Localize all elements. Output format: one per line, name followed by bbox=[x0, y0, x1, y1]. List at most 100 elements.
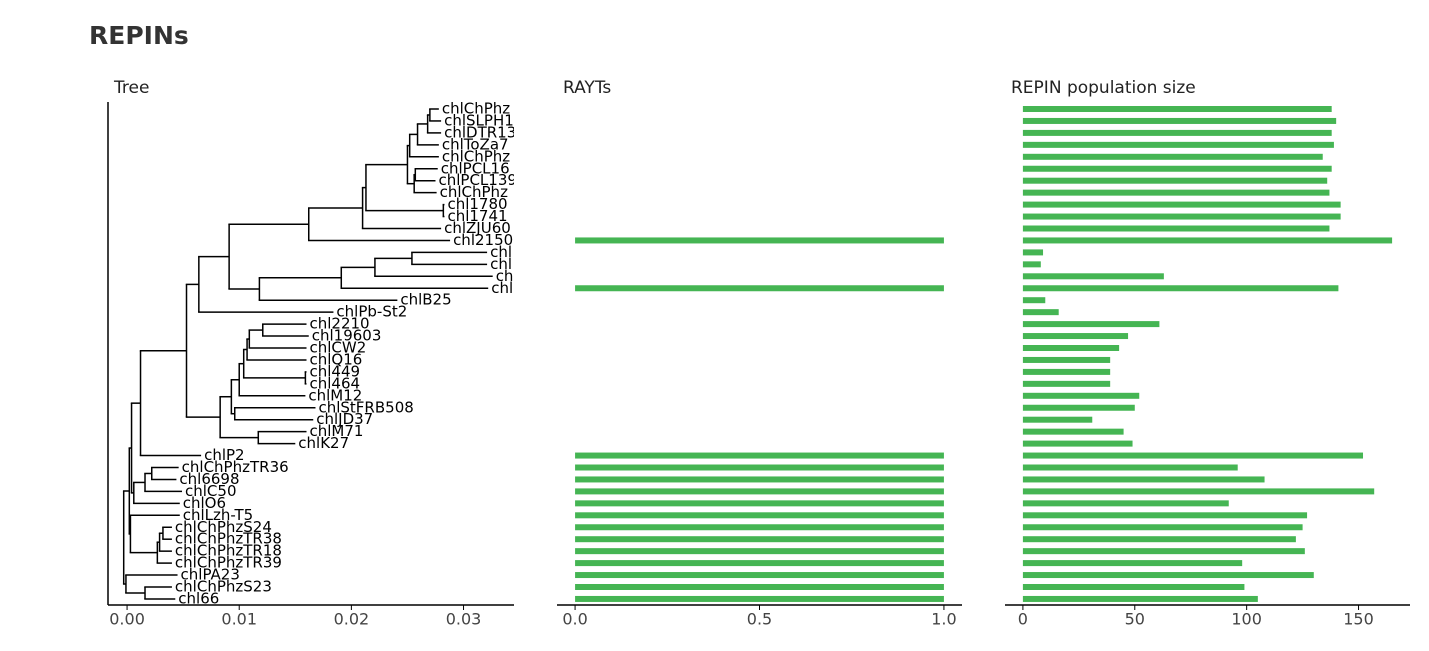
bar bbox=[1022, 392, 1140, 399]
bar bbox=[1022, 201, 1341, 208]
leaf-label: chlChPhzTR18 bbox=[175, 542, 282, 560]
leaf-label: chlLzh-T5 bbox=[183, 506, 253, 524]
panel-title: RAYTs bbox=[563, 78, 611, 98]
leaf-label: chlToZa7 bbox=[442, 135, 509, 153]
bar bbox=[1022, 189, 1330, 196]
leaf-label: chlChPhzTR39 bbox=[175, 554, 282, 572]
bar bbox=[1022, 153, 1323, 160]
leaf-label: chlP2 bbox=[204, 446, 245, 464]
bar bbox=[1022, 560, 1243, 567]
bar bbox=[1022, 261, 1041, 268]
bar bbox=[1022, 213, 1341, 220]
bar bbox=[1022, 225, 1330, 232]
leaf-label: chl2210 bbox=[310, 315, 370, 333]
leaf-label: chlChPhzTR38 bbox=[175, 530, 282, 548]
bar bbox=[1022, 464, 1238, 471]
bar bbox=[575, 572, 944, 579]
bar bbox=[1022, 380, 1111, 387]
bar bbox=[1022, 285, 1339, 292]
leaf-label: chlChPhz bbox=[442, 147, 510, 165]
leaf-label: chlPCL139 bbox=[438, 171, 516, 189]
leaf-label: chlM12 bbox=[308, 386, 362, 404]
x-tick-label: 0.00 bbox=[109, 610, 145, 629]
leaf-label: chlChPhzS23 bbox=[175, 578, 272, 596]
tree-area: chlChPhzchlSLPH1chlDTR13chlToZa7chlChPhz… bbox=[122, 100, 516, 607]
bar bbox=[575, 476, 944, 483]
leaf-label: ch bbox=[496, 267, 514, 285]
x-tick-label: 1.0 bbox=[931, 610, 956, 629]
bar bbox=[575, 548, 944, 555]
leaf-label: chlChPhzS24 bbox=[175, 518, 272, 536]
bar bbox=[1022, 536, 1296, 543]
leaf-label: chlChPhzTR36 bbox=[182, 458, 289, 476]
bar bbox=[575, 584, 944, 590]
leaf-label: chlM71 bbox=[310, 422, 364, 440]
leaf-label: chl2150 bbox=[453, 231, 513, 249]
leaf-label: chl1741 bbox=[447, 207, 507, 225]
bar bbox=[1022, 129, 1332, 136]
bar bbox=[1022, 572, 1314, 579]
bar bbox=[1022, 476, 1265, 483]
bar bbox=[1022, 452, 1364, 459]
bar bbox=[1022, 141, 1334, 148]
bar bbox=[1022, 106, 1332, 112]
leaf-label: chl bbox=[490, 243, 512, 261]
bar bbox=[1022, 512, 1308, 519]
leaf-label: chlChPhz bbox=[440, 183, 508, 201]
bar bbox=[1022, 273, 1164, 280]
bar bbox=[1022, 440, 1133, 447]
bar bbox=[575, 536, 944, 543]
leaf-label: chlSLPH1 bbox=[444, 111, 514, 129]
leaf-label: chlCW2 bbox=[310, 339, 367, 357]
bar bbox=[575, 452, 944, 459]
bar bbox=[1022, 500, 1229, 507]
leaf-label: chlStFRB508 bbox=[318, 398, 413, 416]
bar bbox=[1022, 117, 1337, 124]
leaf-label: chlPCL16 bbox=[441, 159, 510, 177]
bar bbox=[1022, 345, 1120, 351]
figure-title: REPINs bbox=[89, 21, 189, 50]
bar bbox=[1022, 356, 1111, 363]
leaf-label: chlB25 bbox=[400, 291, 451, 309]
x-tick-label: 0.5 bbox=[747, 610, 772, 629]
bar bbox=[575, 560, 944, 567]
bar bbox=[1022, 488, 1375, 495]
bar bbox=[575, 512, 944, 519]
bar bbox=[1022, 524, 1303, 531]
panel-title: REPIN population size bbox=[1011, 78, 1196, 98]
panel-title: Tree bbox=[113, 78, 149, 98]
leaf-label: chlDTR13 bbox=[444, 123, 516, 141]
bar bbox=[1022, 548, 1305, 555]
leaf-label: chl bbox=[490, 255, 512, 273]
bar bbox=[1022, 368, 1111, 375]
x-tick-label: 150 bbox=[1343, 610, 1374, 629]
x-tick-label: 50 bbox=[1125, 610, 1145, 629]
bar bbox=[1022, 416, 1093, 423]
bar bbox=[1022, 595, 1258, 602]
x-tick-label: 0.0 bbox=[562, 610, 587, 629]
bar bbox=[575, 500, 944, 507]
leaf-label: chlZJU60 bbox=[444, 219, 511, 237]
leaf-label: chl464 bbox=[310, 374, 361, 392]
bar bbox=[1022, 249, 1044, 256]
x-tick-label: 0.02 bbox=[334, 610, 370, 629]
x-tick-label: 100 bbox=[1231, 610, 1262, 629]
bar bbox=[1022, 428, 1124, 435]
leaf-label: chl449 bbox=[310, 362, 361, 380]
bar bbox=[575, 237, 944, 244]
bar bbox=[575, 285, 944, 292]
bar bbox=[1022, 237, 1393, 244]
bar bbox=[1022, 404, 1135, 411]
leaf-label: chlK27 bbox=[298, 434, 349, 452]
bar bbox=[575, 464, 944, 471]
leaf-label: chl6698 bbox=[179, 470, 239, 488]
bar bbox=[1022, 584, 1245, 590]
x-tick-label: 0.03 bbox=[446, 610, 482, 629]
bar bbox=[1022, 177, 1328, 184]
bar bbox=[1022, 165, 1332, 172]
bar bbox=[1022, 297, 1046, 304]
leaf-label: chlJD37 bbox=[316, 410, 373, 428]
x-tick-label: 0 bbox=[1018, 610, 1028, 629]
leaf-label: chl19603 bbox=[312, 327, 382, 345]
